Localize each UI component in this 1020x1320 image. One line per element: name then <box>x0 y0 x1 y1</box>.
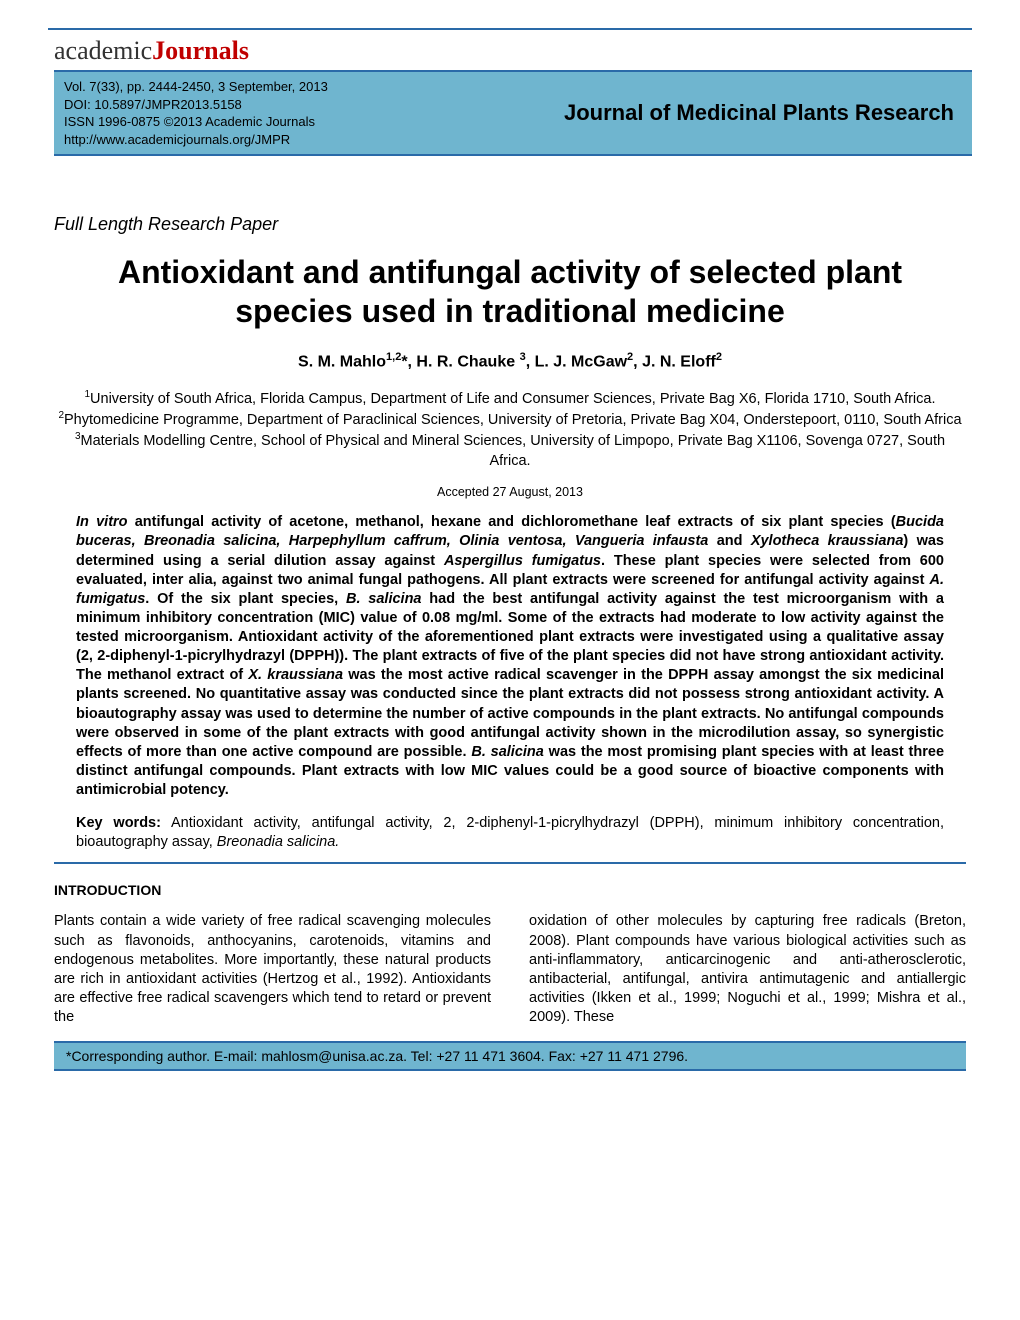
corresponding-author-footer: *Corresponding author. E-mail: mahlosm@u… <box>54 1041 966 1071</box>
journal-url: http://www.academicjournals.org/JMPR <box>64 131 328 149</box>
keywords: Key words: Antioxidant activity, antifun… <box>76 814 944 852</box>
volume-info: Vol. 7(33), pp. 2444-2450, 3 September, … <box>64 78 328 96</box>
journal-header-band: Vol. 7(33), pp. 2444-2450, 3 September, … <box>54 70 972 156</box>
doi-info: DOI: 10.5897/JMPR2013.5158 <box>64 96 328 114</box>
top-horizontal-rule <box>48 28 972 30</box>
article-type: Full Length Research Paper <box>54 214 972 235</box>
article-meta: Vol. 7(33), pp. 2444-2450, 3 September, … <box>64 78 328 148</box>
publisher-logo: academicJournals <box>48 36 972 66</box>
article-title: Antioxidant and antifungal activity of s… <box>58 253 962 331</box>
intro-column-left: Plants contain a wide variety of free ra… <box>54 912 491 1027</box>
section-divider <box>54 862 966 864</box>
introduction-columns: Plants contain a wide variety of free ra… <box>54 912 966 1027</box>
author-list: S. M. Mahlo1,2*, H. R. Chauke 3, L. J. M… <box>48 351 972 371</box>
logo-text-left: academic <box>54 36 152 65</box>
accepted-date: Accepted 27 August, 2013 <box>48 485 972 499</box>
affiliations: 1University of South Africa, Florida Cam… <box>58 388 962 472</box>
introduction-heading: INTRODUCTION <box>54 882 972 898</box>
abstract-text: In vitro antifungal activity of acetone,… <box>76 513 944 800</box>
intro-column-right: oxidation of other molecules by capturin… <box>529 912 966 1027</box>
journal-name: Journal of Medicinal Plants Research <box>564 100 954 126</box>
logo-text-right: Journals <box>152 36 249 65</box>
issn-info: ISSN 1996-0875 ©2013 Academic Journals <box>64 113 328 131</box>
